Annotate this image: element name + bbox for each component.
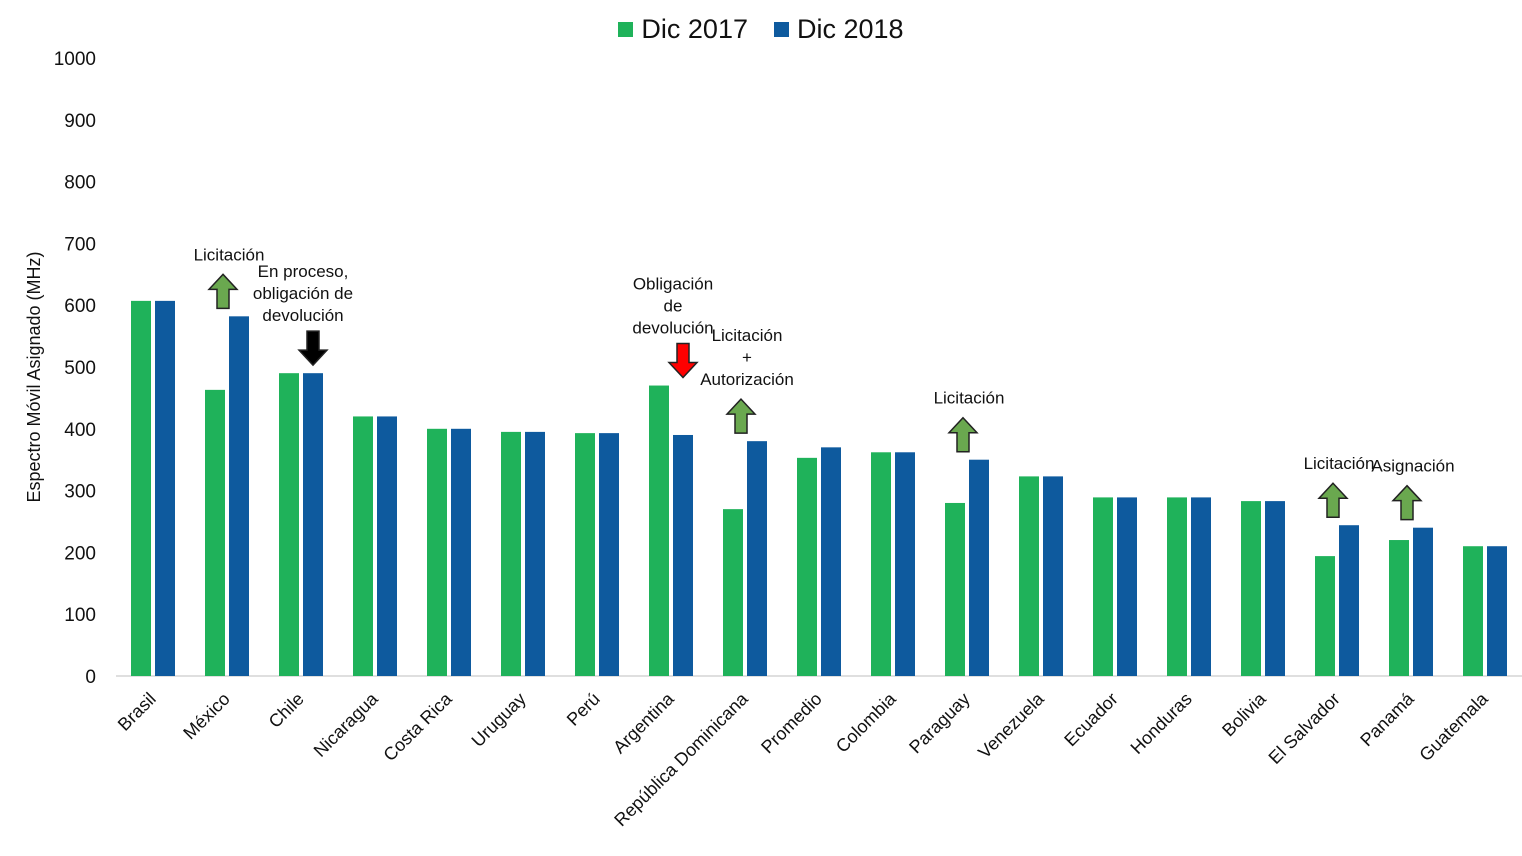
bar-dic-2018 <box>673 434 693 676</box>
bar-dic-2017 <box>723 509 743 676</box>
x-tick-label: Uruguay <box>468 689 530 751</box>
bar-dic-2017 <box>797 457 817 676</box>
x-tick-label: Paraguay <box>905 689 974 758</box>
x-tick-label: Promedio <box>757 689 826 758</box>
bar-dic-2018 <box>1043 476 1063 676</box>
x-tick-label: Nicaragua <box>310 688 383 761</box>
bar-dic-2017 <box>1463 546 1483 676</box>
y-axis-title: Espectro Móvil Asignado (MHz) <box>24 251 44 502</box>
annotation-label: Licitación <box>194 245 265 264</box>
y-tick-label: 900 <box>64 111 96 132</box>
annotation-arrow-up <box>1317 482 1349 518</box>
bar-dic-2017 <box>1093 497 1113 676</box>
bar-dic-2018 <box>377 416 397 676</box>
bar-dic-2017 <box>353 416 373 676</box>
annotation-arrow-up <box>207 273 239 310</box>
y-tick-label: 800 <box>64 173 96 194</box>
bar-dic-2018 <box>155 300 175 676</box>
bar-dic-2017 <box>1315 556 1335 676</box>
bar-dic-2017 <box>575 433 595 676</box>
x-tick-label: República Dominicana <box>610 688 752 830</box>
annotation-arrow-up <box>725 398 757 434</box>
legend-item-dic-2017: Dic 2017 <box>618 14 748 45</box>
x-tick-label: México <box>179 689 233 743</box>
x-tick-label: Guatemala <box>1415 688 1492 765</box>
bar-dic-2018 <box>1265 501 1285 676</box>
bar-dic-2018 <box>525 431 545 676</box>
annotation-label: Licitación <box>934 389 1005 408</box>
x-tick-label: Chile <box>265 689 308 732</box>
y-tick-label: 200 <box>64 543 96 564</box>
bar-dic-2017 <box>427 428 447 676</box>
y-tick-label: 300 <box>64 482 96 503</box>
x-tick-label: El Salvador <box>1265 689 1344 768</box>
bar-dic-2017 <box>1241 501 1261 676</box>
annotation-label: Asignación <box>1371 457 1454 476</box>
annotation-arrow-up <box>1391 484 1423 521</box>
bar-dic-2018 <box>821 447 841 676</box>
y-tick-label: 100 <box>64 605 96 626</box>
x-tick-label: Brasil <box>114 689 160 735</box>
bar-dic-2018 <box>747 441 767 676</box>
y-tick-label: 1000 <box>54 49 96 70</box>
annotation-label: de <box>664 297 683 316</box>
y-tick-label: 400 <box>64 420 96 441</box>
bar-dic-2017 <box>279 373 299 676</box>
bar-dic-2018 <box>1117 497 1137 676</box>
y-tick-label: 700 <box>64 234 96 255</box>
annotation-label: En proceso, <box>258 262 349 281</box>
bar-dic-2017 <box>945 502 965 676</box>
legend: Dic 2017 Dic 2018 <box>0 14 1522 45</box>
x-tick-label: Argentina <box>609 688 678 757</box>
annotation-arrow-down <box>667 342 699 379</box>
bar-dic-2018 <box>895 452 915 676</box>
x-tick-label: Honduras <box>1126 689 1195 758</box>
annotation-label: Licitación <box>712 326 783 345</box>
x-tick-label: Colombia <box>832 688 901 757</box>
bar-dic-2017 <box>1167 497 1187 676</box>
bar-dic-2018 <box>599 433 619 676</box>
x-tick-label: Costa Rica <box>379 688 456 765</box>
bar-dic-2017 <box>1389 540 1409 676</box>
bar-dic-2018 <box>1487 546 1507 676</box>
x-tick-label: Venezuela <box>974 688 1048 762</box>
legend-label-dic-2018: Dic 2018 <box>797 14 904 44</box>
annotation-label: Obligación <box>633 275 713 294</box>
annotation-label: obligación de <box>253 284 353 303</box>
legend-label-dic-2017: Dic 2017 <box>641 14 748 44</box>
annotation-label: devolución <box>632 319 713 338</box>
annotation-arrow-up <box>947 416 979 453</box>
annotation-label: + <box>742 348 752 367</box>
annotation-label: Autorización <box>700 370 794 389</box>
bar-dic-2018 <box>1413 527 1433 676</box>
x-tick-label: Ecuador <box>1060 689 1122 751</box>
annotation-arrow-down <box>297 330 329 367</box>
bar-dic-2018 <box>1191 497 1211 676</box>
bar-dic-2018 <box>969 459 989 676</box>
bar-dic-2017 <box>871 452 891 676</box>
annotation-label: devolución <box>262 306 343 325</box>
bar-dic-2017 <box>649 385 669 676</box>
bar-dic-2017 <box>1019 476 1039 676</box>
legend-swatch-dic-2017 <box>618 22 634 37</box>
bar-dic-2017 <box>205 389 225 676</box>
y-tick-label: 500 <box>64 358 96 379</box>
x-tick-label: Panamá <box>1356 688 1418 750</box>
bar-dic-2017 <box>501 431 521 676</box>
bar-dic-2018 <box>229 316 249 676</box>
bar-dic-2018 <box>451 428 471 676</box>
x-tick-label: Bolivia <box>1218 688 1270 740</box>
legend-item-dic-2018: Dic 2018 <box>774 14 904 45</box>
y-tick-label: 0 <box>85 667 96 688</box>
bar-dic-2018 <box>303 373 323 676</box>
bar-dic-2018 <box>1339 525 1359 676</box>
x-tick-label: Perú <box>563 689 604 730</box>
bar-dic-2017 <box>131 300 151 676</box>
annotation-label: Licitación <box>1304 454 1375 473</box>
legend-swatch-dic-2018 <box>774 22 789 37</box>
y-tick-label: 600 <box>64 296 96 317</box>
